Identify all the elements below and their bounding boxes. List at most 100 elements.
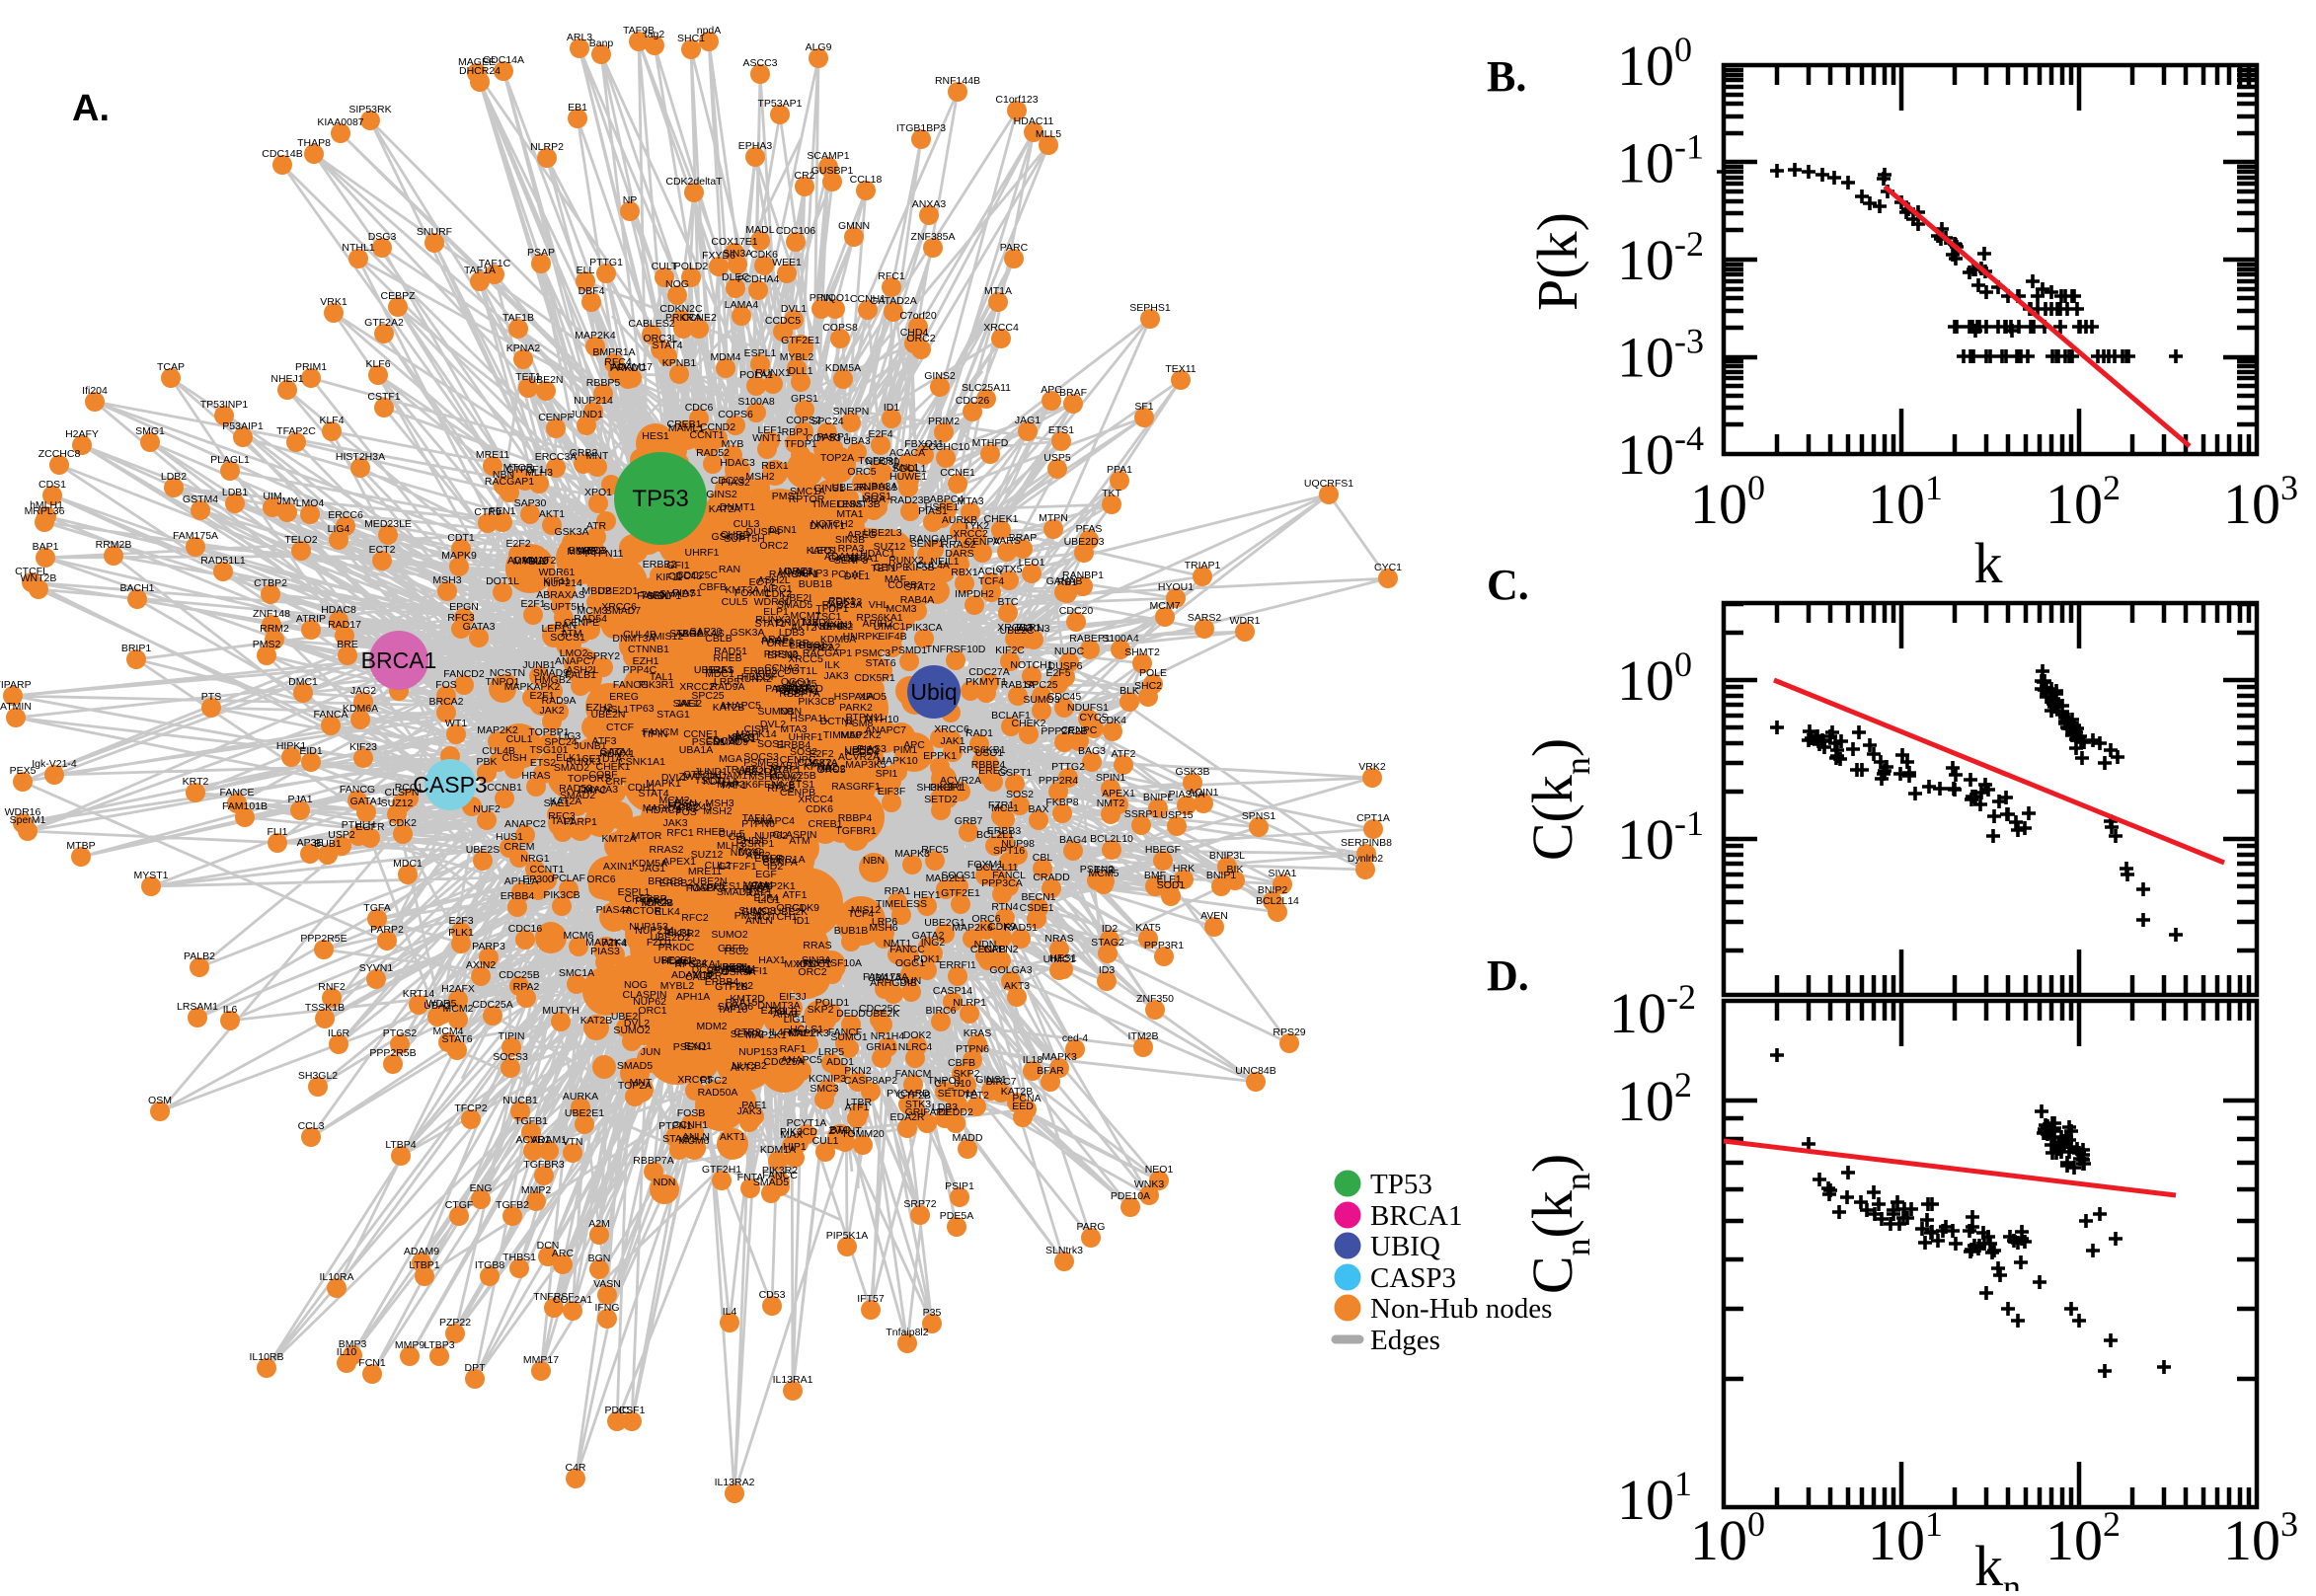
svg-text:GMNN: GMNN [838, 220, 870, 232]
svg-text:C7orf20: C7orf20 [899, 310, 937, 322]
svg-text:Dynlrb2: Dynlrb2 [1348, 853, 1383, 865]
svg-text:STAG2: STAG2 [1091, 937, 1124, 949]
svg-text:CISH: CISH [502, 752, 526, 764]
svg-text:ADAM10: ADAM10 [824, 551, 866, 563]
svg-text:KDM5A: KDM5A [825, 362, 861, 374]
svg-text:MSH3: MSH3 [567, 546, 595, 558]
svg-text:UBE2L3: UBE2L3 [863, 527, 901, 539]
svg-text:RAD50A: RAD50A [698, 1087, 738, 1099]
svg-text:WDR1: WDR1 [1230, 615, 1261, 627]
svg-text:CENPF: CENPF [538, 412, 574, 423]
svg-text:CCNE1: CCNE1 [683, 728, 719, 740]
svg-text:E2F1: E2F1 [520, 598, 545, 610]
svg-text:CTGF: CTGF [445, 1199, 474, 1211]
svg-text:ORC6: ORC6 [971, 913, 1000, 925]
svg-text:MTPN: MTPN [1039, 512, 1068, 524]
svg-text:PRIM2: PRIM2 [928, 416, 960, 427]
svg-text:RAD23A: RAD23A [822, 599, 863, 611]
svg-text:NOG: NOG [665, 278, 689, 290]
svg-text:RNF2: RNF2 [318, 981, 346, 993]
svg-text:CENPB: CENPB [780, 787, 815, 798]
svg-text:JUN: JUN [641, 1046, 660, 1058]
svg-text:CASP8AP2: CASP8AP2 [844, 1075, 897, 1087]
svg-text:CYCS: CYCS [1079, 712, 1108, 723]
svg-text:BCLAF1: BCLAF1 [991, 710, 1031, 722]
svg-text:TCAP: TCAP [157, 361, 185, 373]
svg-text:PPP2R5E: PPP2R5E [300, 933, 347, 945]
svg-text:CASP3: CASP3 [413, 772, 487, 798]
svg-text:SMAD7: SMAD7 [659, 588, 695, 600]
svg-text:DOT1L: DOT1L [784, 665, 817, 677]
svg-text:NP: NP [623, 194, 638, 206]
svg-text:COPB2: COPB2 [888, 579, 923, 591]
svg-text:HSPA1L: HSPA1L [790, 713, 829, 724]
svg-text:ID1: ID1 [884, 402, 900, 414]
svg-text:A2M: A2M [588, 1218, 610, 1230]
svg-text:GSK3A: GSK3A [554, 526, 588, 538]
svg-text:LTBP3: LTBP3 [424, 1339, 454, 1351]
svg-text:KMT2A: KMT2A [601, 833, 636, 845]
svg-text:Banp: Banp [589, 38, 614, 49]
svg-text:UBE2S: UBE2S [466, 844, 500, 856]
svg-text:HNRPK: HNRPK [843, 631, 880, 643]
svg-text:CCNH1: CCNH1 [850, 293, 886, 305]
svg-text:DOK2: DOK2 [903, 1029, 932, 1041]
svg-text:PIK3CD: PIK3CD [780, 1126, 817, 1138]
svg-text:MSH6: MSH6 [869, 922, 897, 934]
svg-text:CDK2deltaT: CDK2deltaT [665, 176, 723, 188]
svg-text:LEO1: LEO1 [1019, 557, 1045, 569]
svg-text:EGF: EGF [755, 869, 777, 880]
svg-text:COPS3: COPS3 [806, 432, 841, 444]
svg-text:CSF1: CSF1 [619, 1405, 646, 1416]
svg-text:NRAS: NRAS [1044, 933, 1073, 945]
svg-text:EED: EED [1012, 1101, 1034, 1112]
svg-text:ERRFI1: ERRFI1 [939, 959, 976, 971]
svg-text:TSG101: TSG101 [529, 744, 568, 756]
svg-text:SPNS1: SPNS1 [1242, 810, 1276, 822]
svg-text:RPTOR: RPTOR [789, 494, 825, 505]
svg-text:HYOU1: HYOU1 [1158, 581, 1194, 593]
svg-text:DOT1L: DOT1L [486, 575, 519, 587]
svg-text:HDAC11: HDAC11 [1014, 115, 1054, 127]
svg-text:SPIN1: SPIN1 [1096, 772, 1126, 784]
svg-text:MYST1: MYST1 [133, 870, 168, 881]
svg-text:JAG1: JAG1 [1015, 415, 1041, 426]
svg-text:HES1: HES1 [1049, 952, 1077, 964]
svg-text:PMS2: PMS2 [253, 639, 281, 650]
svg-text:TAF1A: TAF1A [464, 265, 496, 276]
svg-text:GSTM4: GSTM4 [183, 494, 218, 505]
svg-text:CDC16: CDC16 [508, 923, 543, 935]
svg-text:MAPK1: MAPK1 [646, 778, 681, 790]
svg-text:BRE: BRE [337, 639, 358, 650]
svg-text:IMPDH2: IMPDH2 [955, 588, 994, 600]
svg-text:CDS1: CDS1 [39, 479, 66, 491]
svg-text:NBN: NBN [493, 469, 514, 481]
svg-text:CTBP2: CTBP2 [254, 577, 287, 589]
svg-text:CDK6: CDK6 [750, 249, 778, 261]
svg-text:PCLAF: PCLAF [552, 873, 585, 884]
svg-text:LIG4: LIG4 [328, 523, 350, 535]
svg-text:ORC3L: ORC3L [643, 333, 677, 344]
svg-text:CSTF1: CSTF1 [367, 391, 400, 403]
svg-text:RAD51: RAD51 [1004, 922, 1038, 934]
svg-text:MYH10: MYH10 [864, 714, 898, 725]
svg-text:UBIQ: UBIQ [1370, 1231, 1440, 1262]
svg-text:VRK1: VRK1 [320, 296, 347, 308]
svg-text:ADAM9: ADAM9 [404, 1246, 439, 1257]
svg-text:TFAP2C: TFAP2C [276, 425, 316, 437]
svg-text:FNTA: FNTA [737, 1172, 764, 1183]
svg-text:IL2: IL2 [609, 746, 624, 758]
svg-text:THBS1: THBS1 [502, 1252, 536, 1263]
svg-text:PSMD1: PSMD1 [891, 645, 927, 656]
svg-text:BRAP: BRAP [1009, 532, 1038, 544]
svg-text:UBE2D1: UBE2D1 [598, 585, 639, 597]
svg-text:LMO4: LMO4 [296, 497, 325, 509]
svg-text:E2F4: E2F4 [753, 892, 778, 904]
svg-text:MSH3: MSH3 [705, 798, 733, 809]
svg-text:ECT2: ECT2 [369, 544, 396, 556]
svg-text:UBE2E1: UBE2E1 [694, 664, 733, 676]
svg-text:Igk-V21-4: Igk-V21-4 [32, 758, 77, 770]
svg-text:NRG1: NRG1 [520, 853, 549, 865]
svg-text:CDK5R1: CDK5R1 [854, 672, 895, 684]
svg-text:SRP72: SRP72 [903, 1198, 936, 1210]
